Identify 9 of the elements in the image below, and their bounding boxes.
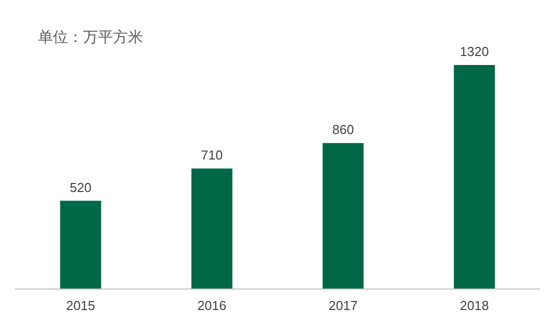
- data-label: 860: [332, 122, 354, 138]
- chart-title: 单位：万平方米: [38, 29, 143, 46]
- data-label: 520: [70, 180, 92, 195]
- x-tick-label: 2015: [66, 298, 96, 313]
- x-tick-label: 2016: [197, 298, 226, 313]
- data-label: 1320: [460, 44, 489, 59]
- x-tick-label: 2017: [328, 298, 358, 313]
- data-label: 710: [201, 148, 223, 163]
- x-tick-label: 2018: [460, 298, 489, 313]
